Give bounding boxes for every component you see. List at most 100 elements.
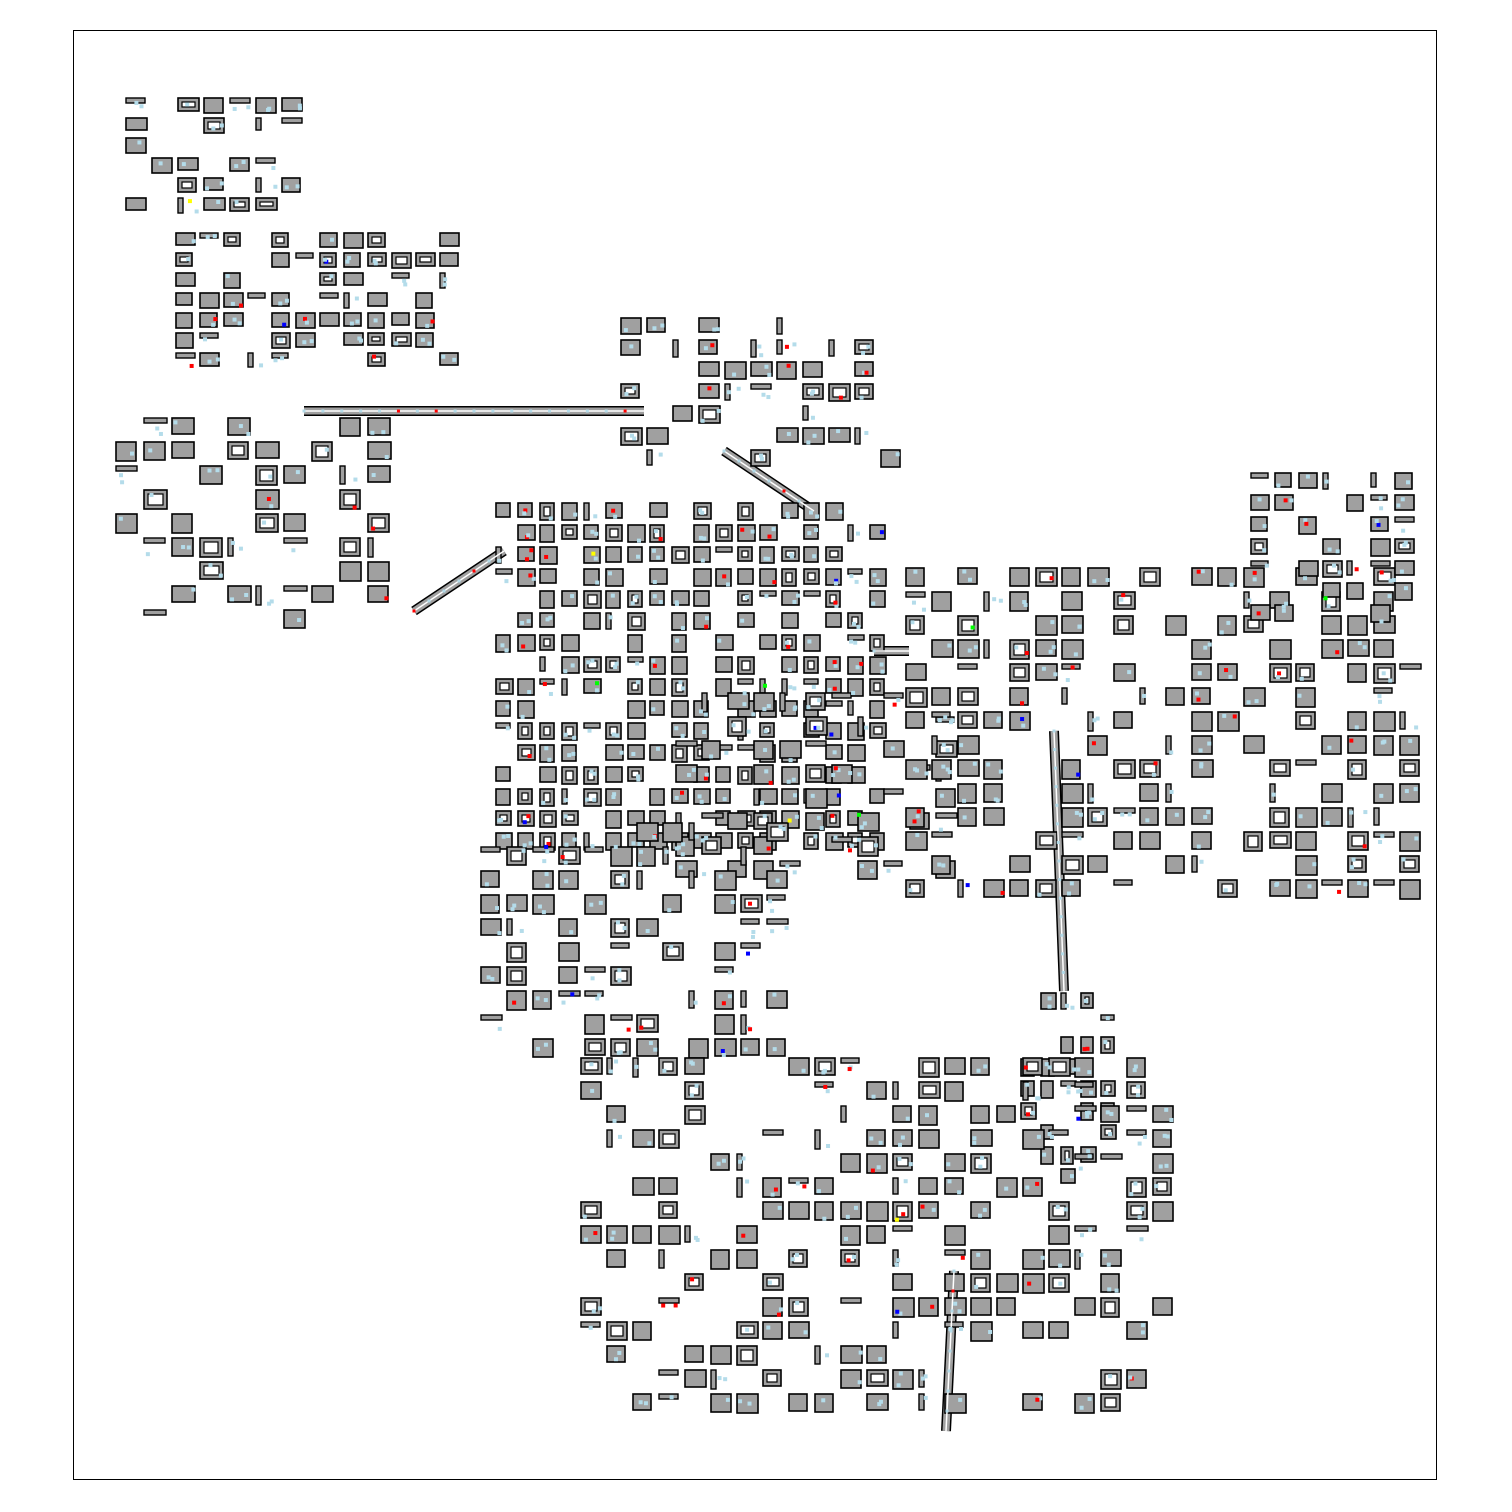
building-block	[1298, 560, 1319, 577]
light-marker	[267, 601, 272, 606]
light-marker	[819, 826, 824, 831]
building-block	[627, 810, 645, 826]
courtyard	[147, 493, 164, 506]
light-marker	[1050, 620, 1055, 625]
settlement-map[interactable]	[74, 31, 1437, 1480]
building-block	[1060, 1168, 1076, 1184]
light-marker	[185, 102, 190, 107]
light-marker	[238, 424, 243, 429]
courtyard	[323, 276, 333, 282]
courtyard	[922, 1085, 937, 1095]
building-block	[693, 568, 712, 587]
red-marker	[1252, 570, 1257, 575]
light-marker	[811, 684, 816, 689]
building-bar	[766, 894, 786, 901]
building-block	[1061, 783, 1084, 804]
light-marker	[862, 821, 867, 826]
light-marker	[721, 1052, 726, 1057]
building-block	[175, 332, 194, 349]
light-marker	[486, 975, 491, 980]
building-block	[892, 1273, 913, 1291]
courtyard	[1065, 859, 1080, 871]
light-marker	[1103, 1040, 1108, 1045]
red-marker	[512, 1000, 517, 1005]
light-marker	[785, 864, 790, 869]
light-marker	[923, 1374, 928, 1379]
building-block	[727, 812, 748, 830]
building-bar	[714, 966, 734, 973]
courtyard	[873, 682, 881, 692]
red-marker	[1000, 890, 1005, 895]
road-marker	[722, 449, 726, 453]
building-bar	[658, 1297, 680, 1304]
light-marker	[786, 431, 791, 436]
building-bar	[1074, 1225, 1097, 1232]
light-marker	[1337, 570, 1342, 575]
light-marker	[548, 615, 553, 620]
light-marker	[866, 344, 871, 349]
courtyard	[1013, 643, 1026, 656]
light-marker	[1228, 674, 1233, 679]
building-block	[1394, 560, 1415, 576]
light-marker	[851, 690, 856, 695]
light-marker	[614, 661, 619, 666]
courtyard	[259, 201, 274, 207]
courtyard	[543, 638, 551, 647]
building-block	[1040, 1146, 1054, 1165]
building-bar	[295, 252, 314, 259]
road-marker	[1053, 766, 1057, 770]
light-marker	[1077, 624, 1082, 629]
building-block	[1370, 538, 1391, 557]
light-marker	[1194, 691, 1199, 696]
building-bar	[737, 744, 755, 751]
building-block	[892, 1369, 914, 1390]
building-bar	[367, 537, 374, 558]
red-marker	[352, 505, 357, 510]
light-marker	[821, 1398, 826, 1403]
light-marker	[962, 798, 967, 803]
courtyard	[1091, 811, 1104, 823]
road-marker	[1058, 896, 1062, 900]
light-marker	[781, 826, 786, 831]
red-marker	[901, 1212, 906, 1217]
red-marker	[430, 319, 435, 324]
red-marker	[266, 496, 271, 501]
building-block	[1087, 855, 1108, 873]
light-marker	[1085, 1114, 1090, 1119]
road-marker	[950, 1309, 954, 1313]
light-marker	[859, 395, 864, 400]
building-bar	[662, 846, 669, 865]
courtyard	[909, 691, 924, 704]
building-bar	[1113, 879, 1133, 886]
building-bar	[750, 339, 757, 358]
blue-marker	[965, 883, 970, 888]
light-marker	[853, 1205, 858, 1210]
light-marker	[869, 868, 874, 873]
building-block	[495, 788, 511, 806]
courtyard	[741, 770, 749, 781]
courtyard	[702, 409, 717, 420]
light-marker	[593, 556, 598, 561]
building-bar	[561, 678, 568, 696]
light-marker	[617, 978, 622, 983]
road-marker	[548, 409, 552, 413]
light-marker	[676, 845, 681, 850]
light-marker	[809, 391, 814, 396]
light-marker	[425, 323, 430, 328]
red-marker	[521, 644, 526, 649]
light-marker	[1403, 586, 1408, 591]
light-marker	[732, 372, 737, 377]
light-marker	[232, 317, 237, 322]
light-marker	[1154, 1184, 1159, 1189]
yellow-marker	[894, 1217, 899, 1222]
light-marker	[792, 599, 797, 604]
building-block	[343, 272, 364, 286]
light-marker	[941, 764, 946, 769]
building-block	[439, 232, 460, 247]
building-bar	[281, 117, 303, 124]
red-marker	[786, 363, 791, 368]
light-marker	[1197, 671, 1202, 676]
light-marker	[594, 688, 599, 693]
building-block	[715, 678, 732, 697]
building-block	[1191, 831, 1212, 850]
